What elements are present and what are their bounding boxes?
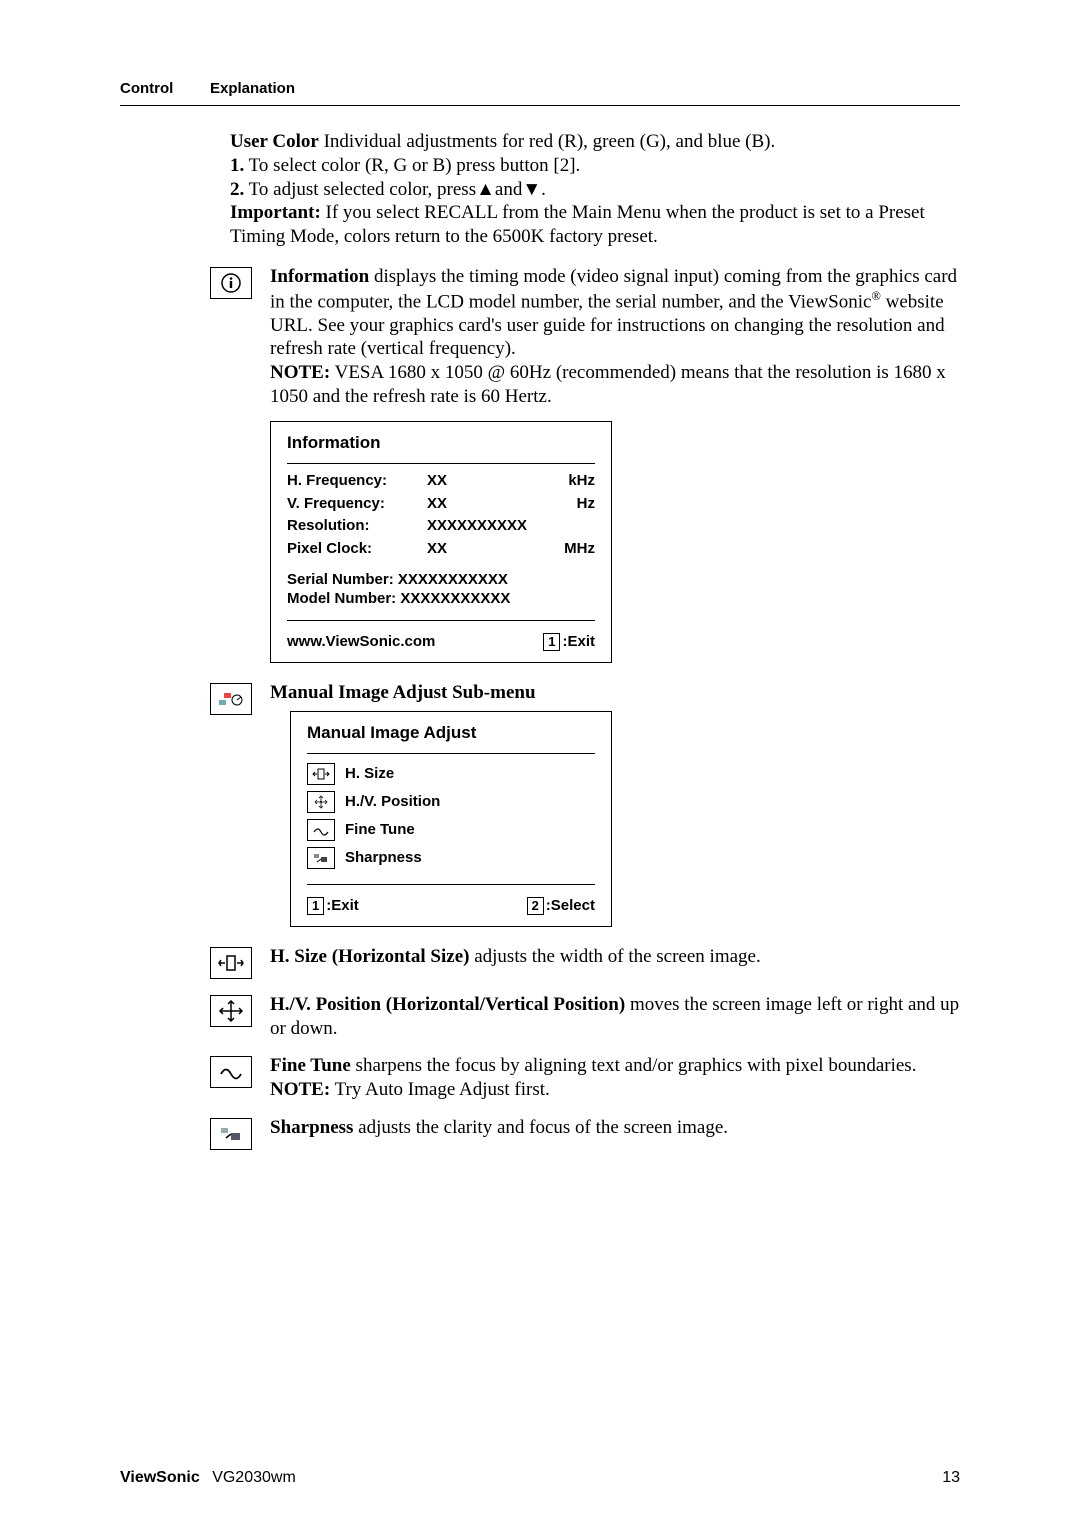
mia-panel-title: Manual Image Adjust bbox=[291, 712, 611, 749]
mia-heading: Manual Image Adjust Sub-menu bbox=[270, 682, 536, 703]
hfreq-unit: kHz bbox=[557, 472, 595, 491]
mia-item-sharp: Sharpness bbox=[307, 844, 595, 872]
mia-item-finetune: Fine Tune bbox=[307, 816, 595, 844]
manual-adjust-icon bbox=[210, 683, 252, 715]
user-color-block: User Color Individual adjustments for re… bbox=[210, 130, 960, 249]
mia-exit: 1:Exit bbox=[307, 897, 359, 916]
mia-item-hvpos: H./V. Position bbox=[307, 788, 595, 816]
hvpos-mini-icon bbox=[307, 791, 335, 813]
pclk-unit: MHz bbox=[557, 540, 595, 559]
finetune-label: Fine Tune bbox=[270, 1055, 351, 1076]
sharp-icon bbox=[210, 1118, 252, 1150]
sharp-mini-icon bbox=[307, 847, 335, 869]
information-body1: displays the timing mode (video signal i… bbox=[270, 266, 957, 312]
important-label: Important: bbox=[230, 202, 321, 223]
reg-mark: ® bbox=[871, 289, 880, 303]
info-note-text: VESA 1680 x 1050 @ 60Hz (recommended) me… bbox=[270, 362, 946, 407]
header-rule bbox=[120, 105, 960, 106]
hvpos-block: H./V. Position (Horizontal/Vertical Posi… bbox=[270, 993, 960, 1041]
step1-text: To select color (R, G or B) press button… bbox=[244, 155, 580, 176]
finetune-note-label: NOTE: bbox=[270, 1079, 330, 1100]
finetune-note: Try Auto Image Adjust first. bbox=[330, 1079, 550, 1100]
hsize-block: H. Size (Horizontal Size) adjusts the wi… bbox=[270, 945, 960, 979]
user-color-desc: Individual adjustments for red (R), gree… bbox=[319, 131, 775, 152]
res-val: XXXXXXXXXX bbox=[427, 517, 557, 536]
footer-model: VG2030wm bbox=[212, 1469, 296, 1486]
finetune-mini-icon bbox=[307, 819, 335, 841]
pclk-label: Pixel Clock: bbox=[287, 540, 427, 559]
user-color-title: User Color bbox=[230, 131, 319, 152]
hsize-text: adjusts the width of the screen image. bbox=[469, 946, 760, 967]
sharp-label: Sharpness bbox=[270, 1117, 353, 1138]
column-headers: Control Explanation bbox=[120, 80, 960, 97]
information-panel: Information H. Frequency: XX kHz V. Freq… bbox=[270, 421, 612, 664]
hvpos-icon bbox=[210, 995, 252, 1027]
finetune-text: sharpens the focus by aligning text and/… bbox=[351, 1055, 917, 1076]
hsize-mini-icon bbox=[307, 763, 335, 785]
sharp-text: adjusts the clarity and focus of the scr… bbox=[353, 1117, 728, 1138]
model-line: Model Number: XXXXXXXXXXX bbox=[287, 590, 595, 609]
finetune-block: Fine Tune sharpens the focus by aligning… bbox=[270, 1054, 960, 1102]
step2-num: 2. bbox=[230, 179, 244, 200]
mia-item-hsize: H. Size bbox=[307, 760, 595, 788]
hsize-icon bbox=[210, 947, 252, 979]
vfreq-label: V. Frequency: bbox=[287, 495, 427, 514]
step1-num: 1. bbox=[230, 155, 244, 176]
info-icon bbox=[210, 267, 252, 299]
res-label: Resolution: bbox=[287, 517, 427, 536]
page-footer: ViewSonic VG2030wm 13 bbox=[120, 1469, 960, 1487]
mia-panel: Manual Image Adjust H. Size H./V. Positi… bbox=[290, 711, 612, 927]
info-panel-title: Information bbox=[271, 422, 611, 459]
sharp-block: Sharpness adjusts the clarity and focus … bbox=[270, 1116, 960, 1150]
vfreq-unit: Hz bbox=[557, 495, 595, 514]
info-url: www.ViewSonic.com bbox=[287, 633, 435, 652]
information-block: Information displays the timing mode (vi… bbox=[270, 265, 960, 409]
step2-text: To adjust selected color, press▲and▼. bbox=[244, 179, 546, 200]
information-title: Information bbox=[270, 266, 369, 287]
important-text: If you select RECALL from the Main Menu … bbox=[230, 202, 925, 247]
serial-line: Serial Number: XXXXXXXXXXX bbox=[287, 571, 595, 590]
pclk-val: XX bbox=[427, 540, 557, 559]
header-control: Control bbox=[120, 80, 210, 97]
footer-brand: ViewSonic bbox=[120, 1469, 200, 1486]
hfreq-val: XX bbox=[427, 472, 557, 491]
vfreq-val: XX bbox=[427, 495, 557, 514]
header-explanation: Explanation bbox=[210, 80, 295, 97]
hsize-label: H. Size (Horizontal Size) bbox=[270, 946, 469, 967]
page-number: 13 bbox=[942, 1469, 960, 1487]
hvpos-label: H./V. Position (Horizontal/Vertical Posi… bbox=[270, 994, 625, 1015]
info-note-label: NOTE: bbox=[270, 362, 330, 383]
mia-select: 2:Select bbox=[527, 897, 595, 916]
info-exit: 1:Exit bbox=[543, 633, 595, 652]
finetune-icon bbox=[210, 1056, 252, 1088]
hfreq-label: H. Frequency: bbox=[287, 472, 427, 491]
